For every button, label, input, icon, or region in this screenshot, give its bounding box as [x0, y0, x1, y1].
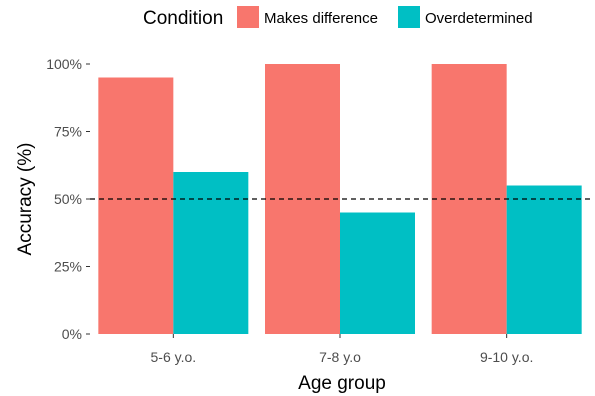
- bar-overdetermined-5-6-y-o: [173, 172, 249, 334]
- y-axis-title: Accuracy (%): [15, 143, 36, 256]
- x-tick-label: 5-6 y.o.: [151, 349, 197, 365]
- x-tick-label: 7-8 y.o: [319, 349, 361, 365]
- y-tick-label: 50%: [54, 191, 82, 207]
- legend-label-makes-difference: Makes difference: [264, 10, 378, 27]
- y-tick-label: 75%: [54, 124, 82, 140]
- y-tick-label: 100%: [46, 56, 82, 72]
- x-axis-title: Age group: [298, 373, 386, 394]
- bars: [98, 64, 582, 334]
- bar-overdetermined-7-8-y-o: [340, 212, 415, 334]
- y-axis: 0% 25% 50% 75% 100%: [46, 56, 90, 342]
- bar-makes-difference-5-6-y-o: [98, 77, 174, 334]
- legend-title: Condition: [143, 8, 223, 29]
- y-tick-label: 25%: [54, 259, 82, 275]
- legend: Condition Makes difference Overdetermine…: [143, 6, 533, 29]
- legend-swatch-makes-difference: [237, 6, 259, 28]
- y-tick-label: 0%: [62, 326, 82, 342]
- bar-overdetermined-9-10-y-o: [506, 185, 582, 334]
- x-axis: 5-6 y.o. 7-8 y.o 9-10 y.o.: [151, 334, 533, 365]
- x-tick-label: 9-10 y.o.: [480, 349, 533, 365]
- legend-swatch-overdetermined: [398, 6, 420, 28]
- legend-label-overdetermined: Overdetermined: [425, 10, 533, 27]
